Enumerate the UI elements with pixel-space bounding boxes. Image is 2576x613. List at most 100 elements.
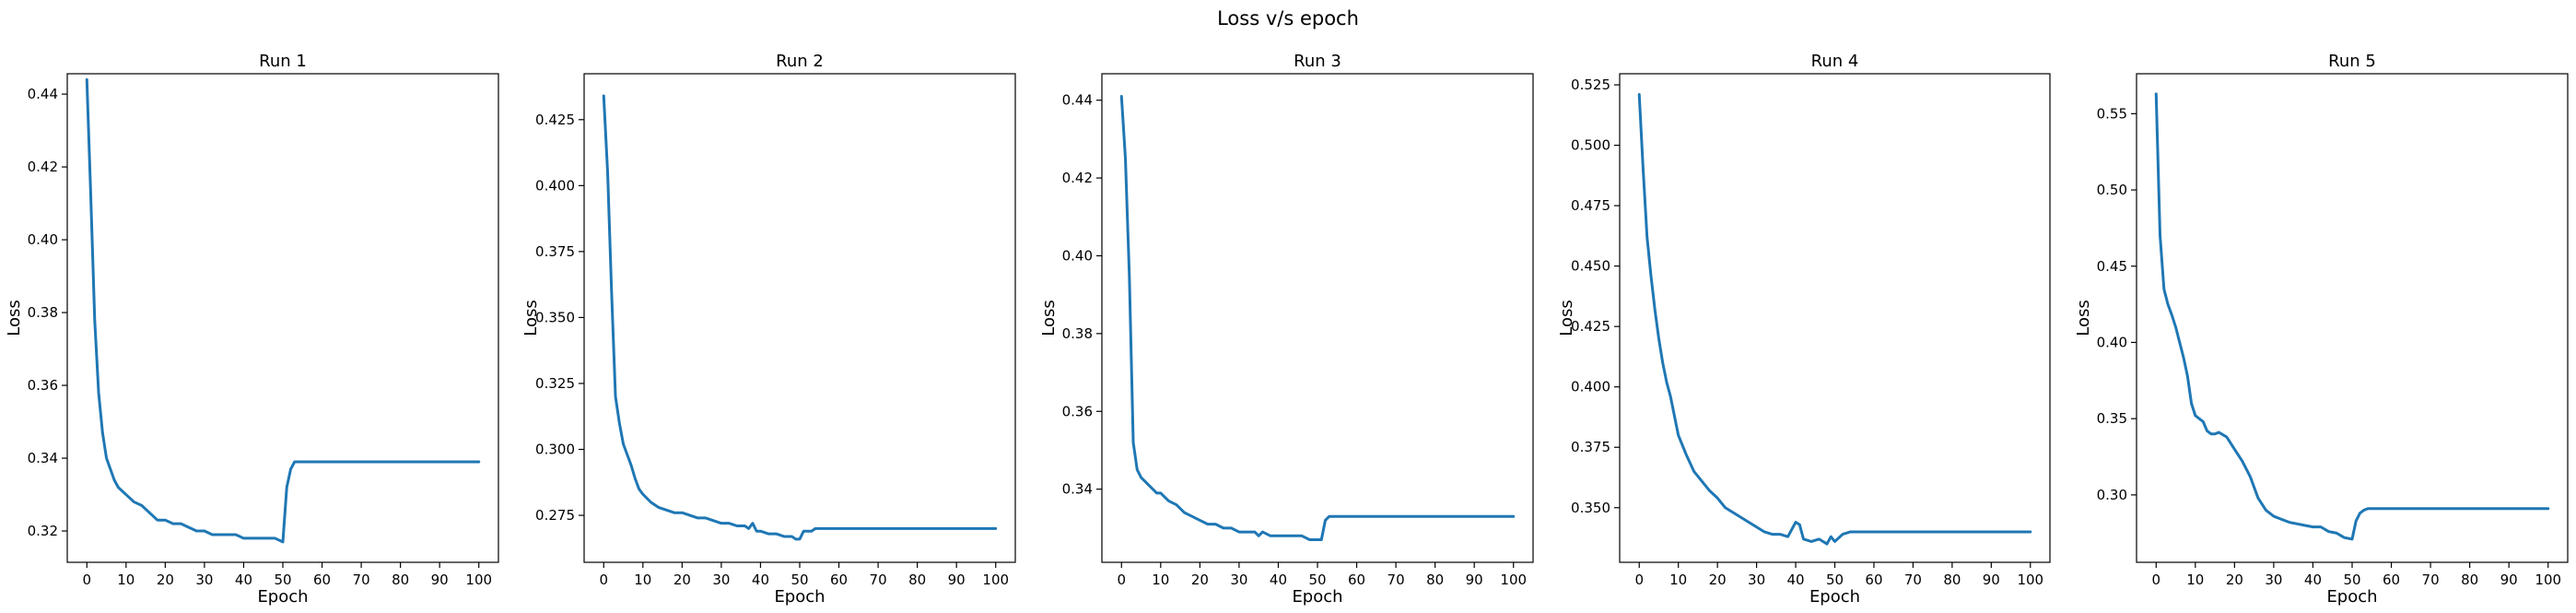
y-tick-label: 0.30 xyxy=(2097,487,2127,503)
y-tick-label: 0.34 xyxy=(28,450,58,466)
x-tick-label: 10 xyxy=(1152,572,1169,588)
x-tick-label: 30 xyxy=(1230,572,1247,588)
x-tick-label: 100 xyxy=(465,572,492,588)
y-tick-label: 0.44 xyxy=(28,86,58,102)
x-tick-label: 50 xyxy=(1826,572,1844,588)
x-tick-label: 0 xyxy=(2151,572,2160,588)
x-tick-label: 10 xyxy=(2186,572,2204,588)
subplot-run-3: 0 10 20 30 40 50 60 70 80 90 100 0.34 0.36 0.38 0.40 0.… xyxy=(1039,52,1534,607)
x-tick-label: 100 xyxy=(1500,572,1527,588)
x-tick-label: 0 xyxy=(82,572,91,588)
x-tick-label: 50 xyxy=(274,572,291,588)
subplot-title: Run 4 xyxy=(1811,52,1859,71)
x-tick-label: 50 xyxy=(2343,572,2360,588)
x-tick-label: 60 xyxy=(2383,572,2400,588)
x-tick-label: 20 xyxy=(1191,572,1209,588)
x-tick-label: 40 xyxy=(235,572,252,588)
y-axis-label: Loss xyxy=(521,300,541,336)
x-axis-label: Epoch xyxy=(774,587,825,607)
x-tick-label: 70 xyxy=(353,572,370,588)
y-tick-label: 0.45 xyxy=(2097,258,2127,275)
x-tick-label: 80 xyxy=(1426,572,1444,588)
x-tick-label: 30 xyxy=(195,572,213,588)
x-tick-label: 30 xyxy=(1748,572,1765,588)
x-axis-label: Epoch xyxy=(1809,587,1860,607)
x-tick-label: 50 xyxy=(790,572,808,588)
x-tick-label: 60 xyxy=(1865,572,1882,588)
y-tick-label: 0.36 xyxy=(28,377,58,394)
x-tick-label: 70 xyxy=(2422,572,2440,588)
y-tick-label: 0.525 xyxy=(1571,77,1610,93)
x-tick-label: 80 xyxy=(392,572,409,588)
y-tick-label: 0.450 xyxy=(1571,258,1610,275)
x-tick-label: 60 xyxy=(313,572,331,588)
x-tick-label: 20 xyxy=(673,572,691,588)
x-tick-label: 80 xyxy=(2461,572,2478,588)
y-tick-label: 0.350 xyxy=(1571,500,1610,516)
y-tick-label: 0.300 xyxy=(535,442,575,458)
series-line-run-3 xyxy=(1119,94,1516,542)
x-tick-label: 10 xyxy=(117,572,135,588)
subplot-run-4: 0 10 20 30 40 50 60 70 80 90 100 0.350 0.375 0.400 0.4… xyxy=(1557,52,2051,607)
subplot-run-5: 0 10 20 30 40 50 60 70 80 90 100 0.30 0.35 0.40 0.45 0.… xyxy=(2074,52,2569,607)
y-tick-label: 0.42 xyxy=(28,159,58,175)
y-tick-label: 0.400 xyxy=(535,177,575,194)
y-axis-label: Loss xyxy=(1039,300,1059,336)
x-tick-label: 90 xyxy=(1466,572,1483,588)
figure-title: Loss v/s epoch xyxy=(1217,7,1359,29)
x-tick-label: 30 xyxy=(712,572,730,588)
y-tick-label: 0.375 xyxy=(1571,439,1610,455)
y-axis-label: Loss xyxy=(1557,300,1576,336)
y-tick-label: 0.50 xyxy=(2097,182,2127,198)
x-axis-label: Epoch xyxy=(257,587,308,607)
subplot-title: Run 1 xyxy=(259,52,307,71)
series-line-run-5 xyxy=(2154,92,2550,541)
x-tick-label: 60 xyxy=(830,572,848,588)
x-tick-label: 90 xyxy=(2500,572,2518,588)
subplot-title: Run 2 xyxy=(776,52,824,71)
y-tick-label: 0.425 xyxy=(535,112,575,128)
subplot-title: Run 3 xyxy=(1294,52,1341,71)
y-tick-label: 0.32 xyxy=(28,523,58,539)
y-axis-label: Loss xyxy=(2074,300,2093,336)
y-tick-label: 0.350 xyxy=(535,309,575,325)
y-tick-label: 0.36 xyxy=(1062,403,1093,419)
y-tick-label: 0.325 xyxy=(535,375,575,392)
x-tick-label: 100 xyxy=(982,572,1009,588)
x-tick-label: 20 xyxy=(157,572,174,588)
subplot-title: Run 5 xyxy=(2328,52,2376,71)
x-tick-label: 70 xyxy=(1904,572,1922,588)
y-tick-label: 0.35 xyxy=(2097,410,2127,427)
y-tick-label: 0.34 xyxy=(1062,481,1093,498)
x-tick-label: 0 xyxy=(1634,572,1644,588)
y-tick-label: 0.38 xyxy=(1062,325,1093,342)
x-tick-label: 60 xyxy=(1348,572,1365,588)
x-tick-label: 0 xyxy=(1117,572,1126,588)
y-tick-label: 0.375 xyxy=(535,243,575,260)
y-tick-label: 0.55 xyxy=(2097,105,2127,122)
x-tick-label: 100 xyxy=(2535,572,2561,588)
x-tick-label: 90 xyxy=(1983,572,2000,588)
y-tick-label: 0.44 xyxy=(1062,92,1093,109)
subplot-run-1: 0 10 20 30 40 50 60 70 80 90 100 0.32 0.34 0.36 0.38 0.… xyxy=(5,52,499,607)
y-tick-label: 0.500 xyxy=(1571,137,1610,154)
x-tick-label: 40 xyxy=(1270,572,1287,588)
x-tick-label: 80 xyxy=(1943,572,1961,588)
x-tick-label: 30 xyxy=(2265,572,2282,588)
y-tick-label: 0.400 xyxy=(1571,379,1610,395)
x-tick-label: 40 xyxy=(1786,572,1804,588)
y-tick-label: 0.275 xyxy=(535,507,575,524)
y-tick-label: 0.40 xyxy=(1062,247,1093,264)
y-tick-label: 0.40 xyxy=(28,231,58,248)
x-tick-label: 20 xyxy=(2226,572,2243,588)
x-tick-label: 10 xyxy=(1669,572,1687,588)
x-tick-label: 50 xyxy=(1308,572,1326,588)
x-axis-label: Epoch xyxy=(1292,587,1342,607)
x-tick-label: 100 xyxy=(2017,572,2043,588)
x-tick-label: 10 xyxy=(634,572,651,588)
x-tick-label: 20 xyxy=(1709,572,1727,588)
x-tick-label: 90 xyxy=(948,572,966,588)
x-axis-label: Epoch xyxy=(2326,587,2377,607)
